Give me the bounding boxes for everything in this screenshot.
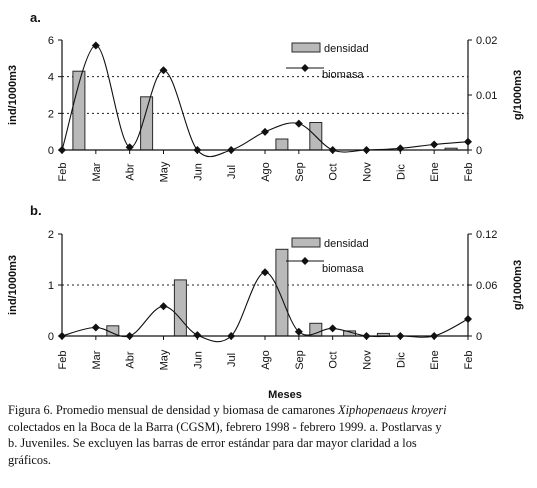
figure-canvas: a. 0 2 4 6 0 0.01 0.02 Feb Mar Abr May Jun Jul Ago Sep O… (7, 10, 524, 400)
x-tick-label: Ago (260, 350, 272, 370)
caption-line-1: Figura 6. Promedio mensual de densidad y… (8, 402, 528, 419)
x-tick-label: Sep (294, 350, 306, 370)
marker-biomasa (193, 146, 202, 154)
x-tick-label: May (159, 161, 171, 182)
chart-panel-a: a. 0 2 4 6 0 0.01 0.02 Feb Mar Abr May Jun Jul Ago Sep O… (7, 10, 524, 182)
marker-biomasa (294, 327, 303, 336)
marker-biomasa (396, 144, 405, 153)
legend-label-densidad: densidad (324, 43, 369, 55)
x-tick-label: Mar (91, 162, 103, 181)
y-tick-label: 6 (48, 35, 54, 47)
y-tick-label: 2 (48, 229, 54, 241)
x-tick-label: Jun (192, 351, 204, 369)
marker-biomasa (464, 315, 472, 323)
legend-swatch-densidad (291, 42, 321, 53)
panel-label: a. (30, 10, 41, 25)
y-tick-label: 0 (48, 145, 54, 157)
marker-biomasa (58, 146, 66, 154)
marker-biomasa (159, 302, 168, 311)
legend-label-biomasa: biomasa (322, 69, 364, 81)
caption-species: Xiphopenaeus kroyeri (338, 403, 447, 417)
marker-biomasa (362, 146, 371, 154)
y2-tick-label: 0.01 (476, 90, 497, 102)
marker-biomasa (464, 137, 472, 146)
x-tick-label: Abr (125, 163, 137, 180)
panel-label: b. (30, 203, 42, 218)
marker-biomasa (396, 332, 405, 340)
x-tick-label: Dic (395, 164, 407, 180)
series-line-biomasa (61, 271, 469, 343)
marker-biomasa (328, 324, 337, 333)
marker-biomasa (125, 143, 134, 152)
marker-biomasa (328, 146, 337, 154)
x-tick-label: Nov (362, 350, 374, 370)
marker-biomasa (159, 66, 168, 75)
legend-label-biomasa: biomasa (322, 263, 364, 275)
x-tick-label: Sep (294, 162, 306, 182)
x-tick-label: Abr (125, 351, 137, 368)
y-tick-label: 4 (48, 72, 54, 84)
caption-line-2: colectados en la Boca de la Barra (CGSM)… (8, 419, 442, 434)
y-tick-label: 0 (48, 331, 54, 343)
x-tick-label: Feb (463, 351, 475, 370)
y2-tick-label: 0.06 (476, 280, 497, 292)
legend-swatch-densidad (291, 237, 321, 248)
legend-swatch-biomasa-marker (301, 64, 309, 72)
y2-axis-title: g/1000m3 (512, 260, 524, 310)
y2-tick-label: 0.02 (476, 35, 497, 47)
x-tick-label: Ene (429, 162, 441, 182)
x-tick-label: Feb (57, 351, 69, 370)
x-tick-label: Jun (192, 163, 204, 181)
x-tick-label: Oct (328, 163, 340, 180)
legend-swatch-biomasa-marker (301, 257, 309, 265)
x-tick-label: May (159, 349, 171, 370)
y-axis-title: ind/1000m3 (7, 65, 19, 125)
bar-densidad (173, 279, 187, 337)
x-tick-label: Jul (226, 353, 238, 367)
y-tick-label: 1 (48, 280, 54, 292)
caption-prefix: Figura 6. Promedio mensual de densidad y… (8, 403, 338, 417)
figure-caption: Figura 6. Promedio mensual de densidad y… (8, 402, 528, 468)
x-tick-label: Feb (57, 163, 69, 182)
caption-line-3: b. Juveniles. Se excluyen las barras de … (8, 436, 417, 450)
caption-line-4: gráficos. (8, 452, 52, 467)
x-tick-label: Dic (395, 352, 407, 368)
y-axis-title: ind/1000m3 (7, 255, 19, 315)
marker-biomasa (91, 323, 100, 332)
bar-densidad (275, 248, 289, 337)
y2-tick-label: 0 (476, 145, 482, 157)
marker-biomasa (261, 127, 269, 136)
y2-tick-label: 0 (476, 331, 482, 343)
x-tick-label: Mar (91, 350, 103, 369)
series-line-biomasa (61, 44, 469, 158)
x-tick-label: Nov (362, 162, 374, 182)
marker-biomasa (261, 268, 269, 277)
y2-tick-label: 0.12 (476, 229, 497, 241)
marker-biomasa (227, 332, 236, 340)
chart-panel-b: b. 0 1 2 0 0.06 0.12 Feb Mar Abr May Jun Jul Ago Sep Oc… (7, 203, 524, 400)
x-tick-label: Jul (226, 165, 238, 179)
y-tick-label: 2 (48, 108, 54, 120)
marker-biomasa (362, 332, 371, 340)
marker-biomasa (227, 146, 236, 154)
x-tick-label: Ago (260, 162, 272, 182)
x-tick-label: Ene (429, 350, 441, 370)
marker-biomasa (91, 41, 100, 50)
bar-densidad (275, 138, 289, 151)
x-axis-title: Meses (268, 389, 302, 400)
marker-biomasa (125, 332, 134, 340)
marker-biomasa (430, 140, 439, 149)
marker-biomasa (193, 331, 202, 340)
y2-axis-title: g/1000m3 (512, 70, 524, 120)
marker-biomasa (430, 332, 439, 340)
x-tick-label: Feb (463, 163, 475, 182)
x-tick-label: Oct (328, 351, 340, 368)
legend-label-densidad: densidad (324, 238, 369, 250)
marker-biomasa (294, 119, 303, 128)
marker-biomasa (58, 332, 66, 340)
